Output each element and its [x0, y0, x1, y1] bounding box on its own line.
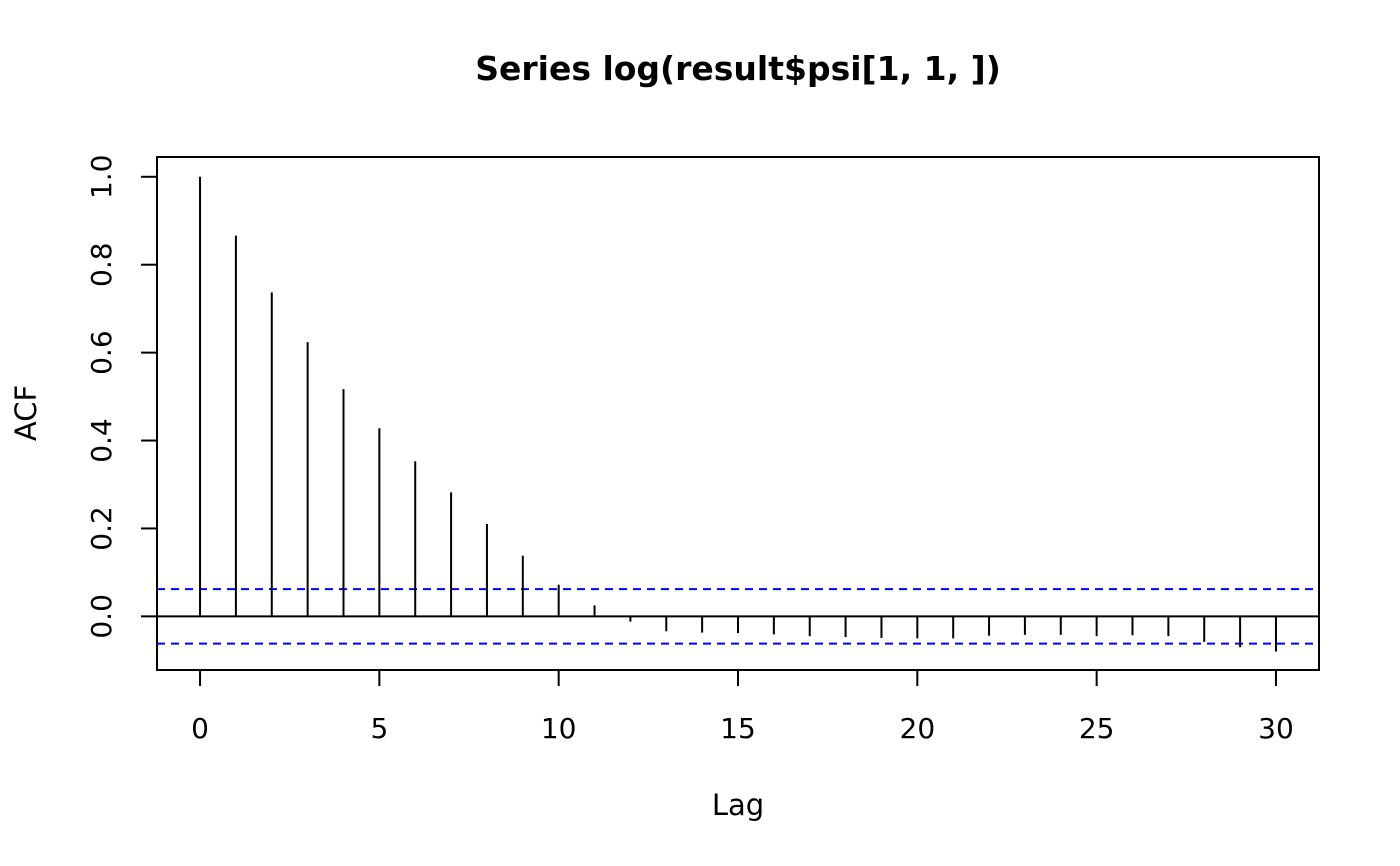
x-tick-label: 0	[191, 712, 209, 745]
x-tick-label: 30	[1258, 712, 1294, 745]
y-tick-label: 0.4	[85, 418, 118, 463]
plot-frame	[156, 156, 1320, 671]
y-tick-label: 0.8	[85, 242, 118, 287]
y-tick-label: 0.0	[85, 594, 118, 639]
chart-marks: 0 5 10 15 20 25 30 0.0 0.2 0.4 0.6 0.8 1.0	[85, 155, 1319, 745]
x-tick-label: 5	[370, 712, 388, 745]
y-tick-label: 1.0	[85, 155, 118, 200]
x-axis-label: Lag	[712, 788, 764, 822]
y-tick-label: 0.6	[85, 330, 118, 375]
x-tick-label: 20	[900, 712, 936, 745]
y-tick-label: 0.2	[85, 506, 118, 551]
chart-title: Series log(result$psi[1, 1, ])	[475, 49, 1001, 88]
x-tick-label: 15	[720, 712, 756, 745]
x-tick-label: 10	[541, 712, 577, 745]
x-tick-label: 25	[1079, 712, 1115, 745]
y-axis-label: ACF	[9, 385, 43, 441]
